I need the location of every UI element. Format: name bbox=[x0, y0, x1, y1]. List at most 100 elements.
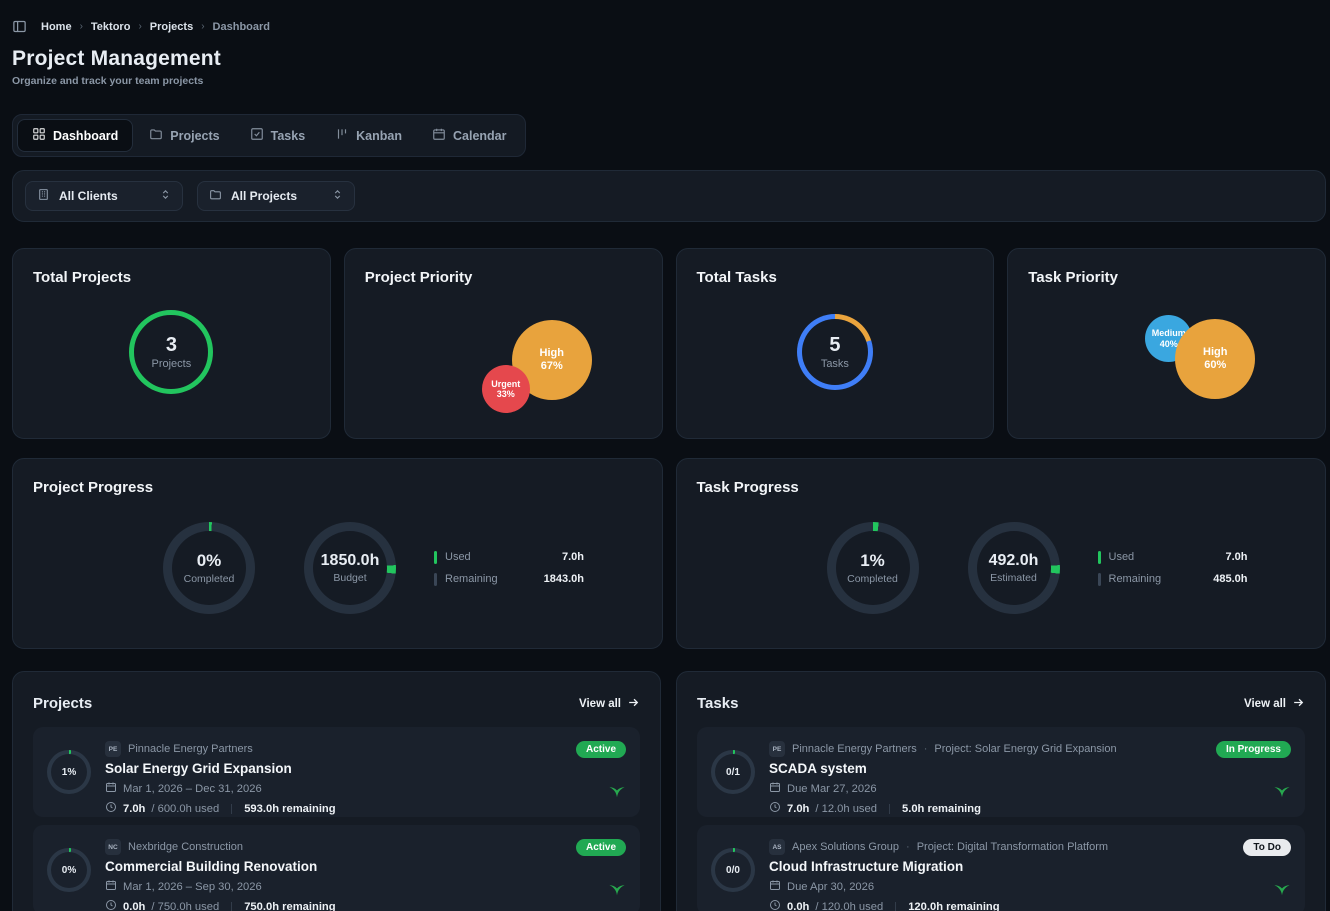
lists-grid: Projects View all 1% PE Pinnacle Energy … bbox=[12, 671, 1326, 911]
projects-list-card: Projects View all 1% PE Pinnacle Energy … bbox=[12, 671, 661, 911]
priority-bubble-high: High 60% bbox=[1175, 319, 1255, 399]
tab-tasks[interactable]: Tasks bbox=[236, 119, 320, 152]
calendar-icon bbox=[769, 879, 781, 894]
bird-icon bbox=[1273, 879, 1291, 900]
project-priority-card: Project Priority High 67% Urgent 33% bbox=[344, 248, 663, 439]
client-filter-select[interactable]: All Clients bbox=[25, 181, 183, 211]
hours-budget: / 12.0h used bbox=[815, 803, 877, 815]
view-all-label: View all bbox=[1244, 698, 1286, 710]
client-avatar: AS bbox=[769, 839, 785, 855]
total-projects-unit: Projects bbox=[152, 358, 192, 370]
completed-value: 1% bbox=[860, 551, 885, 571]
completed-label: Completed bbox=[847, 573, 898, 585]
task-row[interactable]: 0/1 PE Pinnacle Energy Partners Project:… bbox=[697, 727, 1305, 817]
projects-view-all-button[interactable]: View all bbox=[579, 696, 640, 712]
remaining-legend-swatch bbox=[434, 573, 437, 586]
view-all-label: View all bbox=[579, 698, 621, 710]
task-progress-card: Task Progress 1% Completed 492.0h Estima… bbox=[676, 458, 1327, 649]
bubble-label: High bbox=[540, 347, 564, 360]
hours-legend: Used 7.0h Remaining 1843.0h bbox=[434, 551, 584, 586]
dashboard-grid-icon bbox=[32, 127, 46, 144]
track-time-button[interactable] bbox=[1273, 781, 1291, 802]
used-value: 7.0h bbox=[562, 551, 584, 563]
tab-calendar[interactable]: Calendar bbox=[418, 119, 521, 152]
project-filter-select[interactable]: All Projects bbox=[197, 181, 355, 211]
bubble-pct: 60% bbox=[1204, 359, 1226, 372]
client-name: Apex Solutions Group bbox=[792, 841, 899, 853]
project-name: Commercial Building Renovation bbox=[105, 859, 562, 874]
total-projects-donut: 3 Projects bbox=[129, 310, 213, 394]
folder-icon bbox=[209, 188, 222, 204]
budget-value: 1850.0h bbox=[321, 552, 380, 570]
used-label: Used bbox=[445, 551, 471, 563]
client-name: Nexbridge Construction bbox=[128, 841, 243, 853]
arrow-right-icon bbox=[627, 696, 640, 712]
completed-value: 0% bbox=[197, 551, 222, 571]
tab-kanban[interactable]: Kanban bbox=[321, 119, 416, 152]
progress-count: 0/0 bbox=[711, 848, 755, 892]
track-time-button[interactable] bbox=[608, 781, 626, 802]
project-row[interactable]: 0% NC Nexbridge Construction Commercial … bbox=[33, 825, 640, 911]
track-time-button[interactable] bbox=[608, 879, 626, 900]
hours-remaining: 593.0h remaining bbox=[244, 803, 335, 815]
breadcrumb-home[interactable]: Home bbox=[41, 21, 72, 33]
project-dates: Mar 1, 2026 – Dec 31, 2026 bbox=[123, 783, 262, 795]
hours-remaining: 5.0h remaining bbox=[902, 803, 981, 815]
progress-pct: 1% bbox=[47, 750, 91, 794]
used-label: Used bbox=[1109, 551, 1135, 563]
used-value: 7.0h bbox=[1225, 551, 1247, 563]
bird-icon bbox=[1273, 781, 1291, 802]
status-badge: To Do bbox=[1243, 839, 1291, 856]
task-due-date: Due Mar 27, 2026 bbox=[787, 783, 877, 795]
card-title: Task Progress bbox=[697, 479, 1306, 496]
kanban-icon bbox=[335, 127, 349, 144]
remaining-value: 485.0h bbox=[1213, 573, 1247, 585]
clock-icon bbox=[769, 899, 781, 911]
tab-projects[interactable]: Projects bbox=[135, 119, 233, 152]
project-progress-ring: 0% bbox=[47, 848, 91, 892]
calendar-icon bbox=[105, 879, 117, 894]
track-time-button[interactable] bbox=[1273, 879, 1291, 900]
remaining-label: Remaining bbox=[1109, 573, 1162, 585]
tab-label: Calendar bbox=[453, 129, 507, 143]
status-badge: In Progress bbox=[1216, 741, 1291, 758]
filter-bar: All Clients All Projects bbox=[12, 170, 1326, 222]
page-title: Project Management bbox=[12, 47, 1326, 71]
task-row[interactable]: 0/0 AS Apex Solutions Group Project: Dig… bbox=[697, 825, 1305, 911]
client-name: Pinnacle Energy Partners bbox=[128, 743, 253, 755]
divider bbox=[889, 804, 890, 814]
client-avatar: PE bbox=[105, 741, 121, 757]
list-title: Projects bbox=[33, 695, 92, 712]
stats-grid: Total Projects 3 Projects Project Priori… bbox=[12, 248, 1326, 439]
used-legend-swatch bbox=[434, 551, 437, 564]
remaining-label: Remaining bbox=[445, 573, 498, 585]
bubble-label: Urgent bbox=[491, 379, 520, 389]
breadcrumb-projects[interactable]: Projects bbox=[150, 21, 193, 33]
chevron-updown-icon bbox=[160, 188, 171, 204]
task-name: Cloud Infrastructure Migration bbox=[769, 859, 1229, 874]
project-completed-donut: 0% Completed bbox=[163, 522, 255, 614]
sidebar-toggle-icon[interactable] bbox=[12, 19, 27, 34]
project-ref: Project: Digital Transformation Platform bbox=[906, 841, 1108, 853]
budget-label: Budget bbox=[333, 572, 366, 584]
tab-label: Tasks bbox=[271, 129, 306, 143]
project-row[interactable]: 1% PE Pinnacle Energy Partners Solar Ene… bbox=[33, 727, 640, 817]
estimated-label: Estimated bbox=[990, 572, 1037, 584]
completed-label: Completed bbox=[184, 573, 235, 585]
divider bbox=[231, 902, 232, 911]
breadcrumb-current: Dashboard bbox=[213, 21, 270, 33]
bird-icon bbox=[608, 781, 626, 802]
progress-count: 0/1 bbox=[711, 750, 755, 794]
hours-remaining: 120.0h remaining bbox=[908, 901, 999, 911]
project-progress-ring: 1% bbox=[47, 750, 91, 794]
chevron-updown-icon bbox=[332, 188, 343, 204]
tasks-view-all-button[interactable]: View all bbox=[1244, 696, 1305, 712]
check-square-icon bbox=[250, 127, 264, 144]
tab-dashboard[interactable]: Dashboard bbox=[17, 119, 133, 152]
hours-used: 7.0h bbox=[123, 803, 145, 815]
breadcrumb-workspace[interactable]: Tektoro bbox=[91, 21, 131, 33]
client-avatar: NC bbox=[105, 839, 121, 855]
remaining-legend-swatch bbox=[1098, 573, 1101, 586]
task-due-date: Due Apr 30, 2026 bbox=[787, 881, 874, 893]
hours-used: 7.0h bbox=[787, 803, 809, 815]
